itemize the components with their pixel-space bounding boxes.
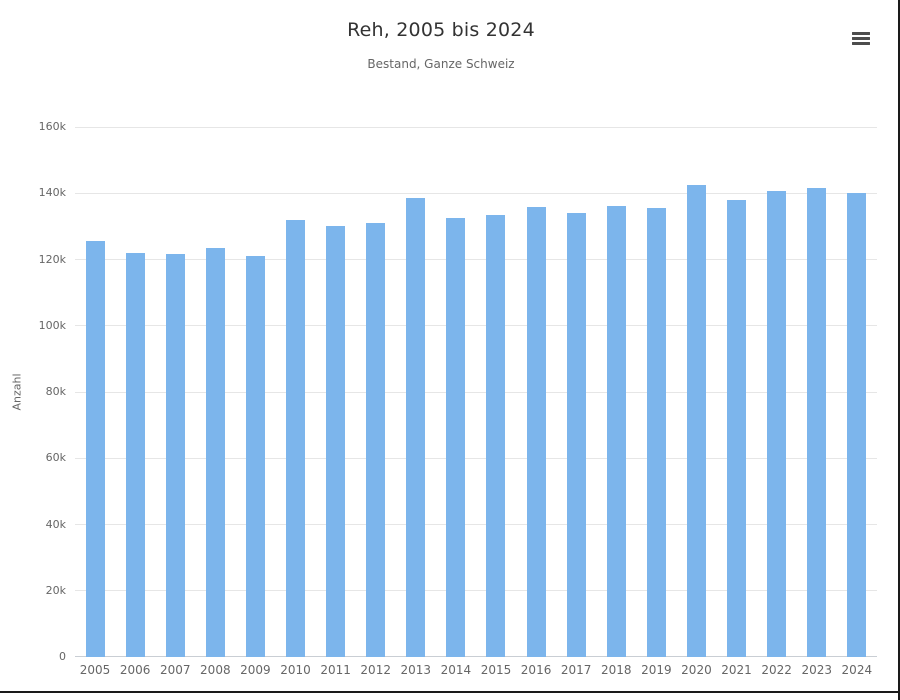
bar-2019[interactable] [646,208,666,657]
x-tick-label: 2023 [801,663,832,677]
bar-slot [757,127,797,657]
bar-2010[interactable] [286,220,306,657]
bar-2009[interactable] [245,255,265,657]
x-tick-label: 2016 [520,663,552,677]
bar-2023[interactable] [807,187,827,657]
bar-2020[interactable] [686,185,706,657]
bar-2014[interactable] [446,217,466,657]
y-axis-labels: 0 20k 40k 60k 80k 100k 120k 140k 160k [0,120,66,663]
bar-slot [75,127,115,657]
plot-area [75,126,877,657]
bar-slot [396,127,436,657]
bar-slot [837,127,877,657]
gridline [75,192,877,194]
gridline [75,126,877,128]
bar-2021[interactable] [727,199,747,657]
hamburger-icon [852,41,870,45]
bar-slot [115,127,155,657]
bar-2007[interactable] [165,254,185,657]
gridline [75,391,877,393]
y-tick-label: 160k [38,120,66,133]
x-tick-label: 2020 [681,663,712,677]
bar-slot [676,127,716,657]
x-tick-label: 2018 [600,663,632,677]
y-tick-label: 40k [45,517,66,531]
bar-2016[interactable] [526,206,546,657]
bar-2006[interactable] [125,252,145,657]
bar-2005[interactable] [85,241,105,657]
gridline [75,325,877,327]
x-axis-labels: 2005 2006 2007 2008 2009 2010 2011 2012 2013 2014… [75,663,877,677]
x-tick-label: 2005 [79,663,111,677]
x-tick-label: 2007 [159,663,191,677]
y-tick-label: 80k [45,385,66,398]
x-tick-label: 2019 [641,663,672,677]
x-tick-label: 2021 [721,663,752,677]
bar-2018[interactable] [606,205,626,657]
y-tick-label: 100k [38,318,66,332]
bar-slot [797,127,837,657]
x-axis-line [75,656,877,657]
y-tick-label: 0 [59,650,66,663]
bottom-frame-line [0,691,900,693]
bar-2022[interactable] [767,190,787,657]
bar-slot [436,127,476,657]
x-tick-label: 2006 [119,663,151,677]
gridline [75,457,877,459]
bar-slot [556,127,596,657]
x-tick-label: 2009 [240,663,271,677]
x-tick-label: 2022 [761,663,792,677]
bar-slot [516,127,556,657]
bar-slot [717,127,757,657]
bar-slot [596,127,636,657]
plot-bars [75,127,877,657]
bar-2008[interactable] [205,247,225,657]
export-menu-button[interactable] [849,27,873,49]
bar-slot [235,127,275,657]
y-tick-label: 120k [38,252,66,266]
y-tick-label: 20k [45,583,66,597]
bar-slot [356,127,396,657]
bar-slot [195,127,235,657]
x-tick-label: 2015 [480,663,512,677]
bar-2017[interactable] [566,213,586,657]
x-tick-label: 2024 [841,663,873,677]
x-tick-label: 2011 [320,663,351,677]
bar-chart: Reh, 2005 bis 2024 Bestand, Ganze Schwei… [0,19,877,677]
x-tick-label: 2012 [360,663,391,677]
x-tick-label: 2014 [440,663,472,677]
bar-2024[interactable] [847,192,867,657]
gridline [75,259,877,260]
chart-subtitle: Bestand, Ganze Schweiz [367,57,515,71]
bar-slot [636,127,676,657]
bar-2015[interactable] [486,215,506,657]
x-tick-label: 2010 [280,663,311,677]
right-frame-line [898,0,900,700]
bar-2011[interactable] [326,225,346,657]
bar-slot [476,127,516,657]
bar-slot [316,127,356,657]
chart-title: Reh, 2005 bis 2024 [347,19,535,41]
hamburger-icon [852,31,870,35]
x-tick-label: 2017 [560,663,592,677]
bar-2012[interactable] [366,223,386,657]
gridline [75,524,877,525]
bar-slot [275,127,315,657]
y-tick-label: 140k [38,186,66,200]
hamburger-icon [852,36,870,40]
y-tick-label: 60k [45,451,66,465]
x-tick-label: 2008 [200,663,231,677]
bar-2013[interactable] [406,197,426,657]
bar-slot [155,127,195,657]
x-tick-label: 2013 [400,663,432,677]
gridline [75,590,877,592]
